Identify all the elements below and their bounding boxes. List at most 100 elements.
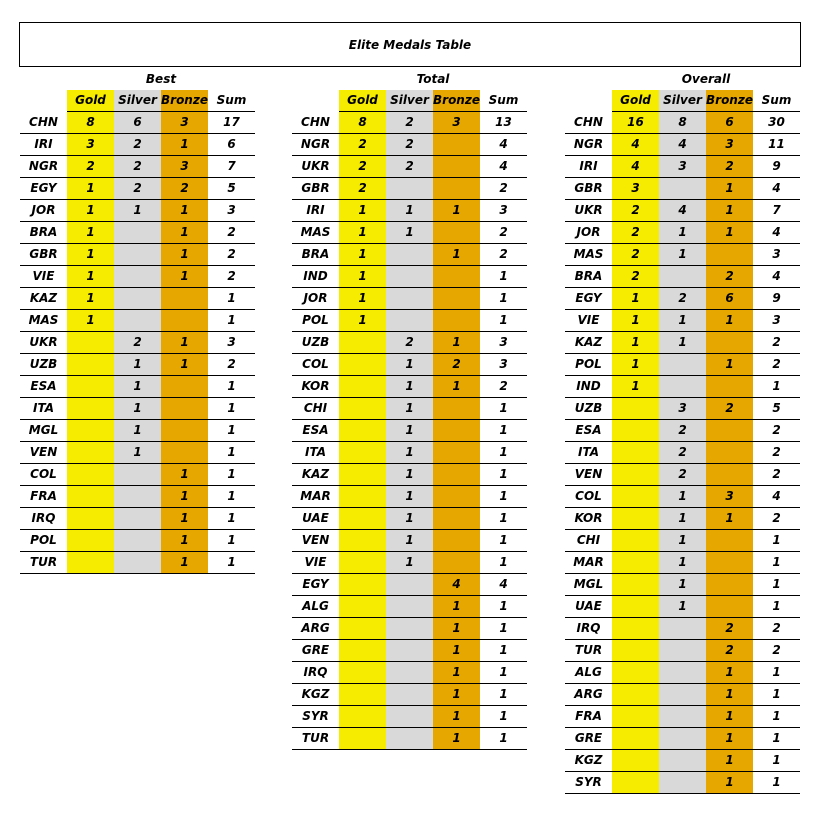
medal-cell xyxy=(612,464,659,485)
medal-cell xyxy=(612,772,659,793)
medal-cell: 1 xyxy=(706,200,753,221)
medal-cell: 6 xyxy=(706,112,753,133)
country-cell: IRI xyxy=(579,159,598,173)
medal-cell: 1 xyxy=(480,596,527,617)
medal-cell xyxy=(706,574,753,595)
row-line xyxy=(565,265,800,266)
medal-cell xyxy=(339,420,386,441)
row-line xyxy=(565,287,800,288)
medal-cell: 3 xyxy=(753,244,800,265)
row-line xyxy=(565,529,800,530)
row-line xyxy=(20,573,255,574)
medal-cell: 1 xyxy=(706,684,753,705)
medal-cell: 2 xyxy=(114,156,161,177)
medal-cell: 1 xyxy=(753,552,800,573)
medal-cell xyxy=(659,684,706,705)
medal-cell: 1 xyxy=(161,244,208,265)
medal-cell xyxy=(114,486,161,507)
medal-cell xyxy=(433,266,480,287)
medal-cell: 1 xyxy=(161,266,208,287)
medal-cell xyxy=(612,750,659,771)
medal-cell: 3 xyxy=(612,178,659,199)
medal-cell: 1 xyxy=(161,530,208,551)
row-line xyxy=(20,551,255,552)
medal-cell: 3 xyxy=(433,112,480,133)
medal-cell xyxy=(706,376,753,397)
medal-cell: 2 xyxy=(208,266,255,287)
medal-cell: 1 xyxy=(67,310,114,331)
medal-cell: 4 xyxy=(659,134,706,155)
medal-cell xyxy=(706,552,753,573)
country-cell: ALG xyxy=(302,599,329,613)
country-cell: CHI xyxy=(576,533,601,547)
medal-cell xyxy=(433,222,480,243)
medal-cell: 1 xyxy=(612,354,659,375)
medal-cell: 1 xyxy=(612,288,659,309)
medal-cell: 1 xyxy=(753,376,800,397)
country-cell: MAR xyxy=(573,555,604,569)
country-cell: VIE xyxy=(304,555,327,569)
medal-cell: 2 xyxy=(386,332,433,353)
medal-cell xyxy=(433,398,480,419)
country-cell: IND xyxy=(576,379,601,393)
country-cell: VIE xyxy=(32,269,55,283)
medal-cell xyxy=(67,442,114,463)
medal-cell: 1 xyxy=(753,728,800,749)
country-cell: MGL xyxy=(28,423,59,437)
row-line xyxy=(565,595,800,596)
medal-cell xyxy=(67,398,114,419)
country-cell: UKR xyxy=(574,203,603,217)
row-line xyxy=(20,375,255,376)
medal-cell: 2 xyxy=(659,420,706,441)
medal-cell: 1 xyxy=(114,398,161,419)
medal-cell xyxy=(659,706,706,727)
medal-cell: 1 xyxy=(208,442,255,463)
medal-cell: 1 xyxy=(753,706,800,727)
country-cell: UAE xyxy=(575,599,602,613)
country-cell: IRQ xyxy=(31,511,56,525)
country-cell: IRI xyxy=(34,137,53,151)
row-line xyxy=(565,199,800,200)
row-line xyxy=(565,375,800,376)
medal-cell: 1 xyxy=(386,486,433,507)
medal-cell: 1 xyxy=(706,508,753,529)
medal-cell xyxy=(612,552,659,573)
medal-cell: 2 xyxy=(433,354,480,375)
row-line xyxy=(565,617,800,618)
row-line xyxy=(565,507,800,508)
row-line xyxy=(292,661,527,662)
medal-cell: 1 xyxy=(706,728,753,749)
row-line xyxy=(292,551,527,552)
country-cell: BRA xyxy=(574,269,603,283)
country-cell: VEN xyxy=(574,467,603,481)
medal-cell: 2 xyxy=(706,156,753,177)
medal-cell: 1 xyxy=(339,200,386,221)
medal-cell: 1 xyxy=(753,684,800,705)
medal-cell xyxy=(612,640,659,661)
medal-cell xyxy=(659,178,706,199)
row-line xyxy=(20,309,255,310)
row-line xyxy=(292,199,527,200)
row-line xyxy=(20,287,255,288)
header-line xyxy=(67,111,255,112)
medal-cell: 1 xyxy=(433,640,480,661)
medal-cell: 1 xyxy=(161,464,208,485)
row-line xyxy=(565,573,800,574)
medal-cell xyxy=(433,134,480,155)
country-cell: KGZ xyxy=(574,753,603,767)
medal-cell: 1 xyxy=(161,332,208,353)
medal-cell: 1 xyxy=(114,442,161,463)
row-line xyxy=(292,375,527,376)
country-cell: TUR xyxy=(574,643,603,657)
medal-cell xyxy=(161,376,208,397)
medal-cell: 1 xyxy=(659,552,706,573)
row-line xyxy=(20,529,255,530)
medal-cell: 3 xyxy=(753,310,800,331)
medal-cell: 2 xyxy=(386,134,433,155)
medal-cell: 1 xyxy=(161,134,208,155)
country-cell: KAZ xyxy=(29,291,58,305)
medal-cell: 1 xyxy=(480,486,527,507)
medal-cell: 4 xyxy=(480,574,527,595)
country-cell: FRA xyxy=(30,489,57,503)
row-line xyxy=(565,661,800,662)
